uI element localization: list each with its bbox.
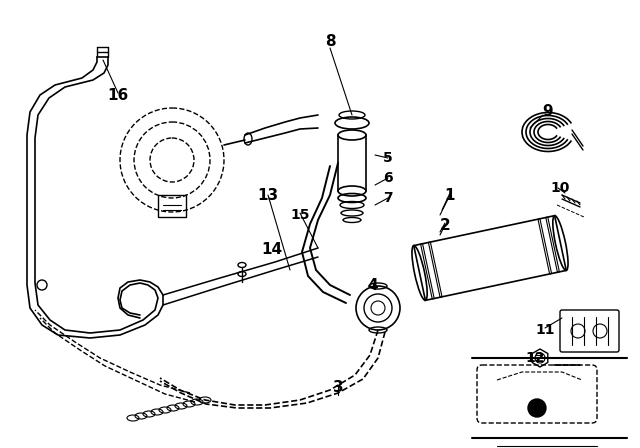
Text: 14: 14 — [261, 242, 283, 258]
Text: 3: 3 — [333, 380, 343, 396]
Text: 13: 13 — [257, 188, 278, 202]
Circle shape — [528, 399, 546, 417]
Text: 6: 6 — [383, 171, 393, 185]
Text: 5: 5 — [383, 151, 393, 165]
Text: 9: 9 — [543, 104, 554, 120]
Text: 16: 16 — [108, 87, 129, 103]
Text: 12: 12 — [525, 351, 545, 365]
Text: 7: 7 — [383, 191, 393, 205]
Text: 15: 15 — [291, 208, 310, 222]
Text: 11: 11 — [535, 323, 555, 337]
Text: 1: 1 — [445, 188, 455, 202]
Text: 2: 2 — [440, 217, 451, 233]
Text: 8: 8 — [324, 34, 335, 49]
Text: 10: 10 — [550, 181, 570, 195]
Text: 4: 4 — [368, 277, 378, 293]
